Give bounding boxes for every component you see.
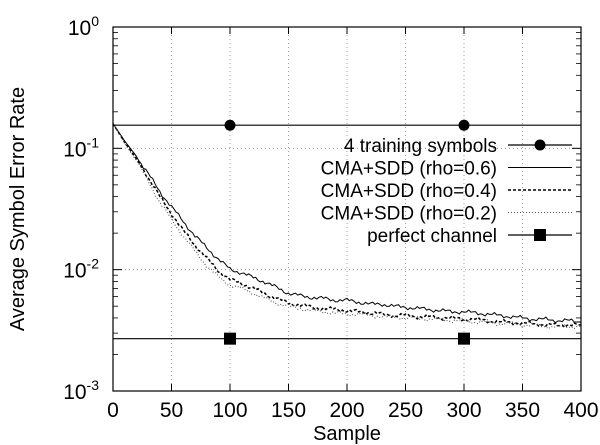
x-axis-title: Sample: [313, 423, 381, 445]
data-point-marker: [458, 119, 470, 131]
data-point-marker: [458, 332, 470, 345]
y-tick-label: 10-3: [63, 377, 99, 404]
data-point-marker: [224, 332, 236, 345]
legend-label: 4 training symbols: [344, 136, 497, 157]
axis-ticks: 0 50 100 150 200 250 300 350 400 100 10-1 10-2 10-3: [63, 13, 598, 422]
y-tick-label: 10-1: [63, 134, 99, 161]
series-line: [112, 123, 582, 329]
series-line: [112, 123, 582, 324]
x-tick-label: 0: [107, 399, 119, 422]
x-tick-label: 400: [563, 399, 598, 422]
data-point-marker: [224, 119, 236, 131]
y-axis-title: Average Symbol Error Rate: [7, 87, 29, 331]
x-tick-label: 300: [446, 399, 481, 422]
x-tick-label: 50: [160, 399, 183, 422]
legend-label: CMA+SDD (rho=0.4): [321, 181, 497, 202]
y-tick-label: 100: [68, 13, 99, 40]
legend-marker: [534, 139, 546, 151]
legend-label: perfect channel: [367, 226, 497, 247]
x-tick-label: 150: [271, 399, 306, 422]
grid: [113, 27, 581, 391]
x-tick-label: 250: [388, 399, 423, 422]
legend-label: CMA+SDD (rho=0.6): [321, 159, 497, 180]
y-tick-label: 10-2: [63, 256, 99, 283]
legend-label: CMA+SDD (rho=0.2): [321, 204, 497, 225]
series-markers: [224, 119, 470, 345]
series-lines: [112, 123, 582, 340]
x-tick-label: 100: [212, 399, 247, 422]
legend-marker: [534, 229, 546, 241]
x-tick-label: 200: [329, 399, 364, 422]
x-tick-label: 350: [505, 399, 540, 422]
